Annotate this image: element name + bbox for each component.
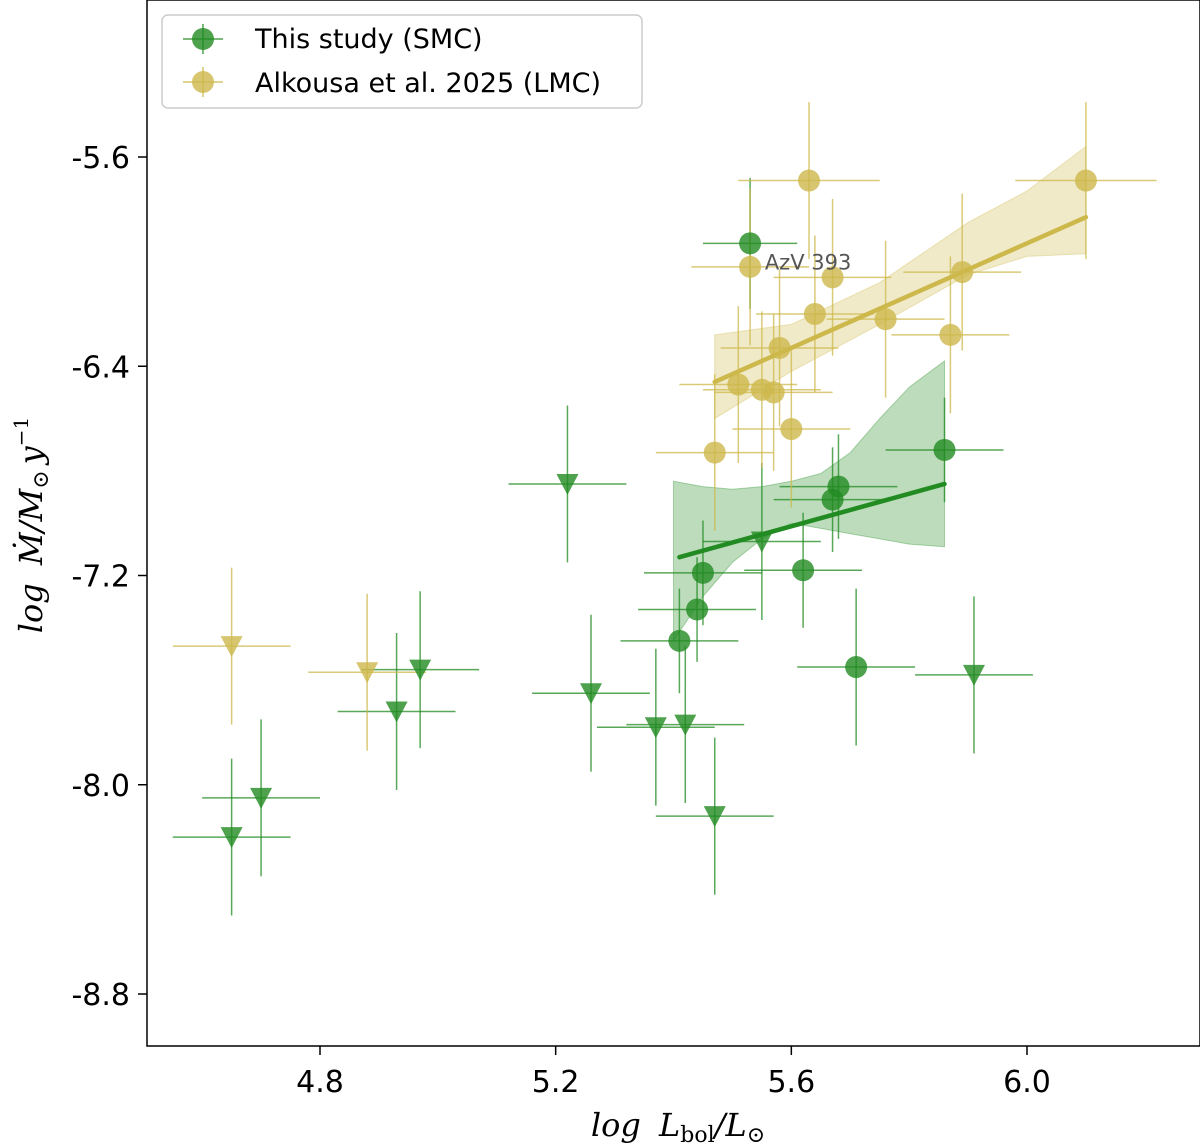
point-lmc-detection-7 [939, 323, 962, 346]
x-tick-label-1: 5.2 [532, 1065, 580, 1100]
point-lmc-detection-5 [803, 302, 826, 325]
point-lmc-detection-13 [703, 441, 726, 464]
point-lmc-detection-9 [727, 373, 750, 396]
svg-text:log Ṁ/M⊙y−1: log Ṁ/M⊙y−1 [9, 417, 54, 633]
confidence-band-lmc [714, 145, 1087, 420]
point-smc-upper-limit-5 [580, 683, 603, 705]
point-lmc-detection-6 [874, 308, 897, 331]
point-lmc-upper-limit-1 [356, 662, 379, 684]
y-tick-label-2: -7.2 [71, 560, 130, 595]
point-smc-detection-2 [686, 598, 709, 621]
y-tick-label-0: -5.6 [71, 141, 130, 176]
point-lmc-detection-1 [1074, 169, 1097, 192]
y-tick-label-4: -8.8 [71, 978, 130, 1013]
point-lmc-detection-3 [821, 266, 844, 289]
legend-label-smc: This study (SMC) [254, 24, 483, 55]
x-axis-label: log Lbol/L⊙ [591, 1106, 765, 1144]
y-axis: -5.6 -6.4 -7.2 -8.0 -8.8 [71, 141, 147, 1013]
point-smc-detection-8 [933, 438, 956, 461]
legend-label-lmc: Alkousa et al. 2025 (LMC) [255, 68, 601, 99]
point-smc-detection-4 [792, 559, 815, 582]
point-smc-upper-limit-10 [962, 664, 985, 686]
annotation-azv393: AzV 393 [765, 251, 852, 275]
point-smc-upper-limit-7 [674, 714, 697, 736]
y-axis-label: log Ṁ/M⊙y−1 [9, 417, 54, 633]
x-tick-label-0: 4.8 [296, 1065, 344, 1100]
point-lmc-upper-limit-0 [220, 636, 243, 658]
point-smc-upper-limit-4 [556, 473, 579, 495]
point-lmc-detection-12 [780, 418, 803, 441]
point-smc-upper-limit-6 [644, 717, 667, 739]
x-tick-label-2: 5.6 [767, 1065, 815, 1100]
legend-frame [161, 14, 643, 109]
confidence-band-smc [673, 360, 945, 643]
point-smc-upper-limit-1 [250, 787, 273, 809]
point-lmc-detection-11 [762, 381, 785, 404]
y-tick-label-1: -6.4 [71, 350, 130, 385]
x-axis: 4.8 5.2 5.6 6.0 [296, 1046, 1051, 1100]
point-smc-detection-3 [691, 561, 714, 584]
legend-marker-smc [183, 24, 223, 54]
point-smc-detection-6 [827, 475, 850, 498]
plot-area [146, 0, 1200, 1047]
point-lmc-detection-8 [768, 336, 791, 359]
y-tick-label-3: -8.0 [71, 769, 130, 804]
point-smc-upper-limit-8 [703, 806, 726, 828]
markers [220, 169, 1097, 849]
point-smc-upper-limit-9 [750, 531, 773, 553]
point-lmc-detection-2 [739, 255, 762, 278]
fit-line-smc [677, 481, 947, 560]
point-smc-upper-limit-3 [409, 659, 432, 681]
point-smc-detection-1 [668, 629, 691, 652]
point-lmc-detection-4 [951, 261, 974, 284]
legend: This study (SMC) Alkousa et al. 2025 (LM… [161, 14, 643, 109]
point-smc-upper-limit-0 [220, 827, 243, 849]
point-smc-detection-0 [739, 232, 762, 255]
plot-frame [146, 0, 1200, 1047]
x-tick-label-3: 6.0 [1003, 1065, 1051, 1100]
point-lmc-detection-0 [798, 169, 821, 192]
legend-marker-lmc [183, 67, 223, 97]
fit-line-lmc [712, 214, 1089, 385]
point-smc-upper-limit-2 [385, 701, 408, 723]
point-smc-detection-7 [845, 656, 868, 679]
